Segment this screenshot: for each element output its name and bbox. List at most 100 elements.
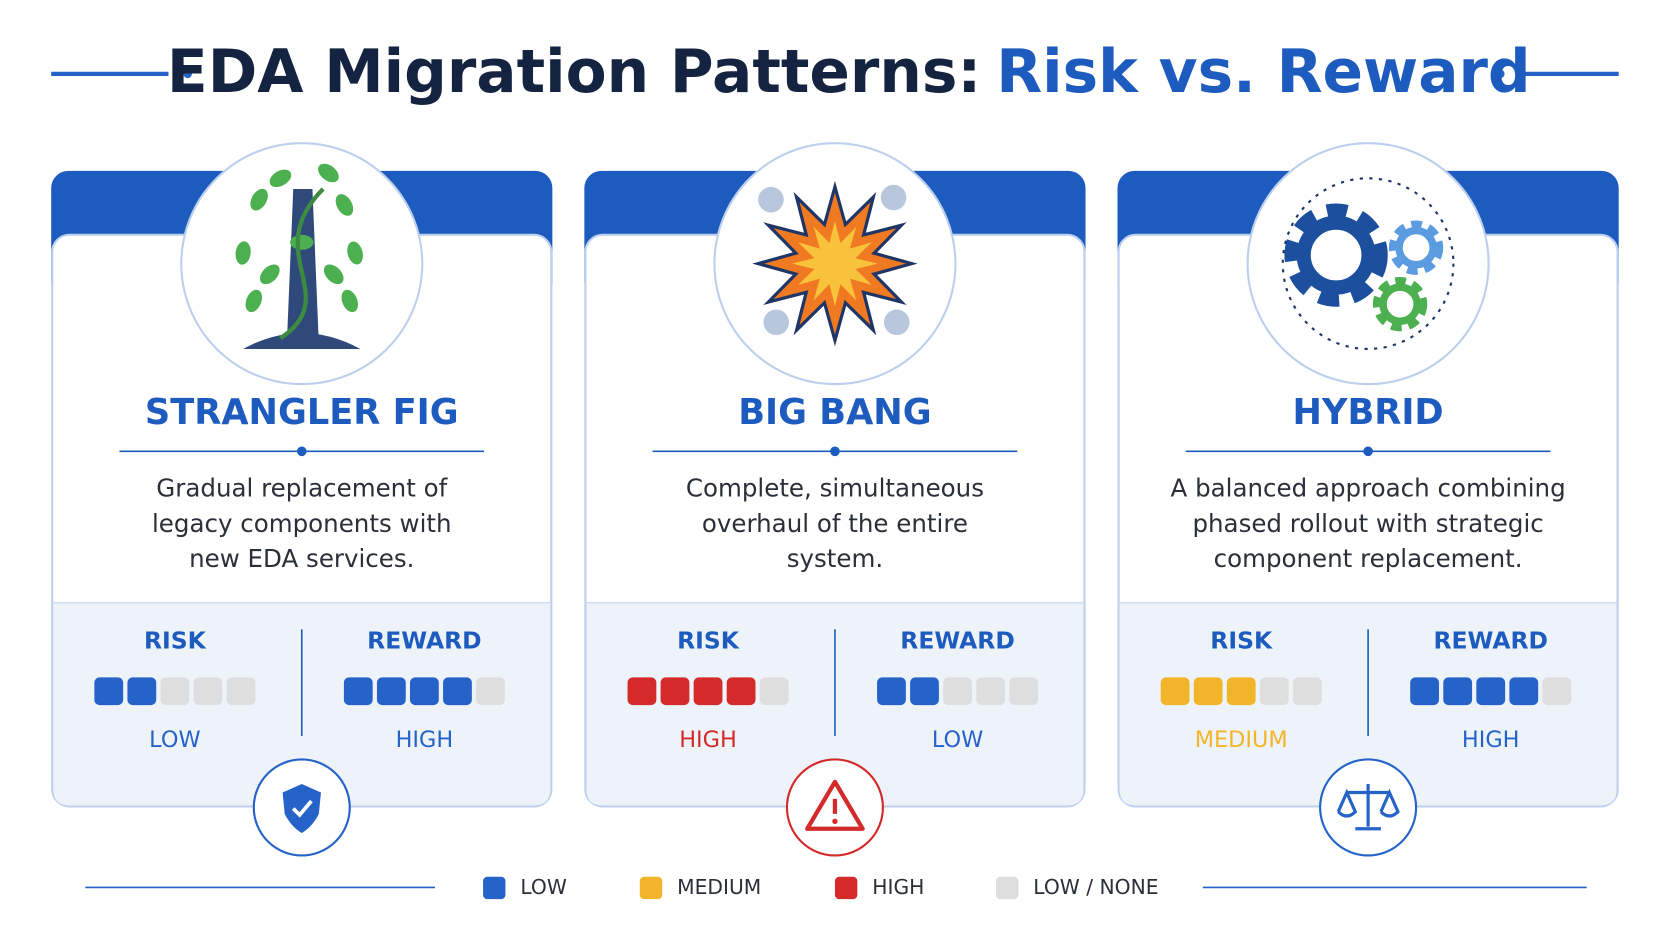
check: [291, 799, 313, 818]
leaf: [323, 264, 344, 285]
rating-segment: [476, 677, 505, 706]
title-highlight: Risk vs. Reward: [996, 37, 1530, 106]
legend: LOW MEDIUM HIGH LOW / NONE: [85, 875, 1587, 900]
legend-label: LOW: [520, 875, 567, 899]
leaf: [347, 241, 363, 265]
rating-segment: [376, 677, 406, 706]
legend-label: LOW / NONE: [1033, 875, 1158, 899]
burst-core: [792, 220, 878, 307]
rating-label: RISK: [1210, 627, 1273, 655]
gear-body: [1296, 215, 1376, 295]
rating-level: HIGH: [396, 727, 454, 753]
description: A balanced approach combining: [1171, 474, 1566, 503]
title-main: EDA Migration Patterns:: [167, 37, 981, 106]
smoke: [883, 309, 910, 336]
rating-segment: [943, 677, 972, 706]
rating-level: HIGH: [679, 727, 737, 753]
name-dot: [1363, 446, 1373, 457]
gear: [1388, 220, 1444, 275]
rating-segment: [343, 677, 373, 706]
rating-level: MEDIUM: [1195, 727, 1288, 753]
scale-pan: [1336, 788, 1358, 818]
name-dot: [830, 446, 840, 457]
legend-swatch: [834, 876, 858, 900]
smoke: [880, 184, 907, 211]
warning: [805, 779, 865, 831]
rating-segment: [94, 677, 124, 706]
leaf: [269, 169, 292, 188]
card: STRANGLER FIG Gradual replacement of legac…: [51, 142, 553, 857]
gear: [1284, 203, 1388, 307]
smoke: [758, 186, 784, 213]
title: EDA Migration Patterns: Risk vs. Reward: [167, 37, 1531, 106]
legend-swatch: [483, 876, 506, 900]
leaf: [341, 289, 358, 313]
legend-label: HIGH: [872, 875, 924, 899]
leaf: [290, 234, 314, 250]
rating-label: RISK: [144, 627, 207, 655]
rating-level: LOW: [932, 727, 983, 753]
description: Complete, simultaneous: [686, 474, 984, 503]
vine: [279, 187, 325, 341]
rating-label: REWARD: [900, 627, 1015, 655]
rating-level: LOW: [149, 727, 200, 753]
rating-label: REWARD: [367, 627, 482, 655]
rating-segment: [976, 677, 1006, 706]
rating-segment: [1509, 677, 1539, 706]
rating-segment: [1160, 677, 1190, 706]
rating-segment: [1476, 677, 1506, 706]
rating-segment: [627, 677, 657, 706]
rating-segment: [1259, 677, 1289, 706]
rating-segment: [726, 677, 756, 706]
rating-segment: [693, 677, 723, 706]
rating-segment: [443, 677, 472, 706]
description: new EDA services.: [189, 544, 414, 573]
card-name: STRANGLER FIG: [145, 392, 459, 433]
rating-level: HIGH: [1462, 727, 1520, 753]
card-name: HYBRID: [1293, 392, 1444, 433]
warning-dot: [832, 818, 838, 824]
rating-segment: [660, 677, 690, 706]
gear-body: [1395, 226, 1437, 269]
legend-label: MEDIUM: [677, 875, 761, 899]
rating-segment: [910, 677, 939, 706]
leaf: [245, 289, 263, 313]
leaf: [259, 264, 280, 285]
rating-segment: [160, 677, 190, 706]
description: legacy components with: [152, 509, 452, 538]
description: component replacement.: [1214, 544, 1523, 573]
legend-swatch: [995, 876, 1019, 900]
rating-segment: [1443, 677, 1473, 706]
leaf: [335, 194, 354, 216]
description: phased rollout with strategic: [1192, 509, 1543, 538]
rating-segment: [1542, 677, 1572, 706]
description: overhaul of the entire: [702, 509, 968, 538]
rating-segment: [1410, 677, 1440, 706]
tree-trunk: [286, 188, 319, 344]
leaf: [235, 241, 251, 265]
cards: STRANGLER FIG Gradual replacement of legac…: [51, 142, 1619, 857]
gear: [1372, 276, 1428, 332]
tree-roots: [243, 332, 361, 349]
rating-segment: [877, 677, 906, 706]
description: Gradual replacement of: [156, 474, 448, 503]
scale-pan: [1379, 788, 1400, 818]
rating-segment: [410, 677, 439, 706]
card: HYBRID A balanced approach combining phase…: [1117, 142, 1619, 857]
rating-segment: [1292, 677, 1322, 706]
rating-segment: [226, 677, 256, 706]
leaf: [318, 163, 339, 183]
description: system.: [787, 544, 883, 573]
rating-segment: [193, 677, 223, 706]
smoke: [763, 309, 790, 336]
shield: [282, 784, 321, 834]
title-dot: [1496, 69, 1505, 79]
rating-segment: [759, 677, 789, 706]
cycle: [1281, 177, 1455, 351]
rating-segment: [1009, 677, 1039, 706]
gear-body: [1379, 283, 1421, 325]
rating-label: RISK: [677, 627, 740, 655]
card-name: BIG BANG: [738, 392, 931, 433]
card: BIG BANG Complete, simultaneous overhaul o…: [584, 142, 1086, 857]
